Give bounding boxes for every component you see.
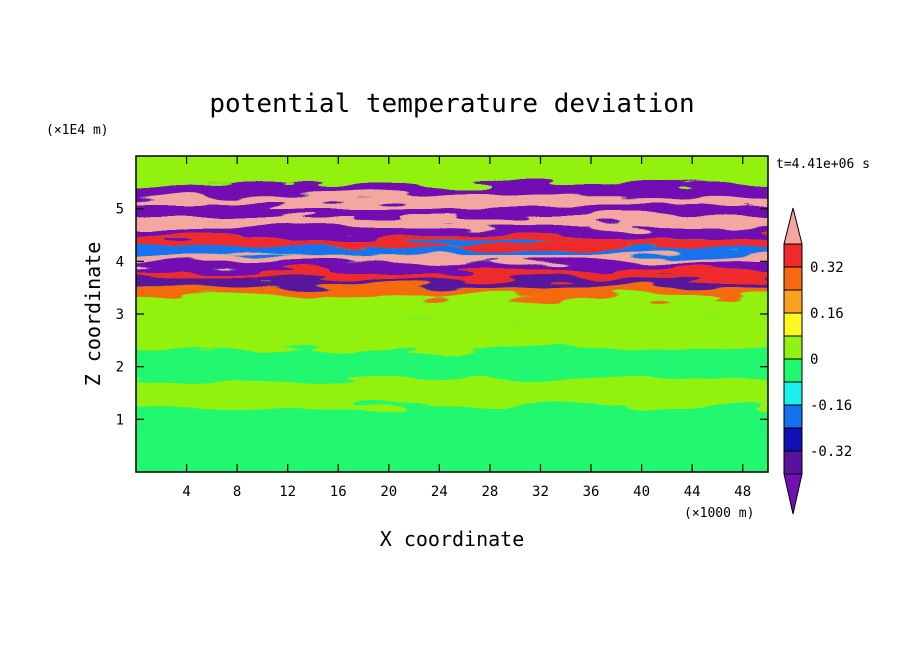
x-tick-label: 48 xyxy=(734,484,751,500)
colorbar-swatch xyxy=(783,427,803,452)
heatmap-band xyxy=(136,270,768,279)
colorbar-swatch xyxy=(783,358,803,383)
x-tick-label: 4 xyxy=(182,484,190,500)
heatmap-band xyxy=(136,262,768,271)
y-tick-label: 3 xyxy=(116,307,124,323)
colorbar-label: 0.16 xyxy=(810,306,844,322)
x-axis-label: X coordinate xyxy=(380,527,525,551)
y-tick-label: 1 xyxy=(116,412,124,428)
x-tick-label: 36 xyxy=(583,484,600,500)
colorbar-swatch xyxy=(783,335,803,360)
heatmap-band xyxy=(136,184,768,197)
colorbar-swatch xyxy=(783,381,803,406)
heatmap-band xyxy=(136,156,768,185)
y-tick-label: 2 xyxy=(116,360,124,376)
colorbar-label: 0 xyxy=(810,352,818,368)
heatmap-band xyxy=(136,206,768,217)
heatmap-band xyxy=(136,216,768,228)
colorbar-label: 0.32 xyxy=(810,260,844,276)
heatmap-band xyxy=(136,296,768,320)
plot-area xyxy=(136,156,768,472)
colorbar: 0.32 0.16 0 -0.16 -0.32 xyxy=(783,207,852,515)
heatmap-band xyxy=(136,350,768,380)
x-tick-label: 28 xyxy=(481,484,498,500)
colorbar-top-arrow xyxy=(783,207,803,245)
x-tick-label: 20 xyxy=(380,484,397,500)
y-axis-label: Z coordinate xyxy=(81,242,105,387)
colorbar-bottom-arrow xyxy=(783,473,803,515)
heatmap-band xyxy=(136,407,768,440)
heatmap-band xyxy=(136,286,768,297)
x-tick-label: 12 xyxy=(279,484,296,500)
heatmap-band xyxy=(136,379,768,408)
colorbar-swatch xyxy=(783,450,803,475)
y-tick-label: 5 xyxy=(116,202,124,218)
heatmap-band xyxy=(136,196,768,207)
colorbar-swatch xyxy=(783,289,803,314)
x-tick-label: 44 xyxy=(684,484,701,500)
y-tick-label: 4 xyxy=(116,254,124,270)
heatmap-band xyxy=(136,227,768,238)
time-label: t=4.41e+06 s xyxy=(776,157,870,172)
x-tick-label: 32 xyxy=(532,484,549,500)
x-unit-label: (×1000 m) xyxy=(684,506,754,521)
x-tick-label: 40 xyxy=(633,484,650,500)
x-tick-label: 24 xyxy=(431,484,448,500)
chart-title: potential temperature deviation xyxy=(209,89,694,119)
colorbar-label: -0.32 xyxy=(810,444,852,460)
heatmap-band xyxy=(136,439,768,472)
colorbar-swatch xyxy=(783,404,803,429)
colorbar-swatch xyxy=(783,243,803,268)
heatmap-band xyxy=(136,246,768,255)
x-tick-label: 8 xyxy=(233,484,241,500)
colorbar-swatch xyxy=(783,266,803,291)
heatmap-band xyxy=(136,278,768,287)
x-tick-label: 16 xyxy=(330,484,347,500)
y-unit-label: (×1E4 m) xyxy=(46,123,109,138)
colorbar-label: -0.16 xyxy=(810,398,852,414)
heatmap-band xyxy=(136,254,768,263)
heatmap-band xyxy=(136,319,768,351)
colorbar-swatch xyxy=(783,312,803,337)
heatmap-band xyxy=(136,237,768,247)
